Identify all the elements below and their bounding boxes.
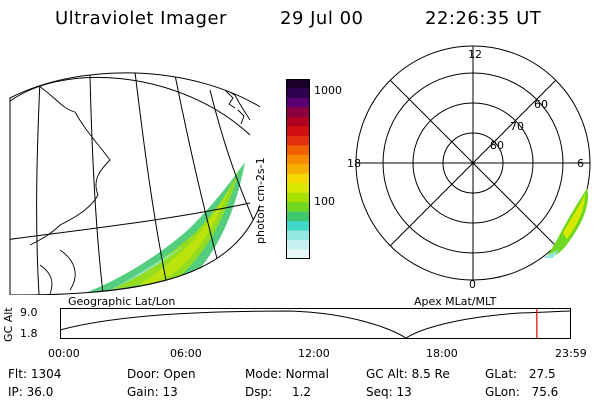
time-label: 22:26:35 UT — [425, 8, 542, 29]
colorbar-segment — [286, 154, 310, 165]
colorbar-segment — [286, 211, 310, 222]
timeline-xtick-2: 12:00 — [298, 347, 330, 360]
flight-info: Flt: 1304 — [8, 367, 62, 381]
geographic-map — [9, 72, 260, 295]
polar-mlat-mlt-plot — [355, 45, 591, 281]
colorbar-segment — [286, 164, 310, 175]
colorbar-segment — [286, 183, 310, 194]
mlt-label-0: 0 — [469, 278, 476, 291]
colorbar-segment — [286, 116, 310, 127]
glat-info: GLat: 27.5 — [485, 367, 556, 381]
mlat-label-80: 80 — [490, 139, 504, 152]
timeline-xtick-4: 23:59 — [555, 347, 587, 360]
orbit-altitude-timeline — [60, 308, 571, 339]
instrument-title: Ultraviolet Imager — [55, 8, 227, 29]
mode-info: Mode: Normal — [245, 367, 329, 381]
coastline — [29, 79, 111, 246]
colorbar-segment — [286, 145, 310, 156]
mlt-label-12: 12 — [468, 48, 482, 61]
colorbar-unit-label: photon cm-2s-1 — [254, 157, 267, 244]
colorbar-segment — [286, 173, 310, 184]
door-info: Door: Open — [127, 367, 196, 381]
colorbar-segment — [286, 221, 310, 232]
date-label: 29 Jul 00 — [280, 8, 364, 29]
colorbar-segment — [286, 79, 310, 89]
apex-panel-label: Apex MLat/MLT — [414, 295, 497, 308]
colorbar-segment — [286, 202, 310, 213]
timeline-ytick-top: 9.0 — [20, 306, 38, 319]
colorbar-segment — [286, 192, 310, 203]
colorbar-segment — [286, 126, 310, 137]
timeline-xtick-1: 06:00 — [170, 347, 202, 360]
aurora-emission — [80, 162, 245, 295]
mlat-label-60: 60 — [534, 98, 548, 111]
colorbar-tick-1000: 1000 — [314, 84, 342, 97]
dsp-info: Dsp: 1.2 — [245, 385, 312, 399]
colorbar-segment — [286, 240, 310, 251]
timeline-xtick-0: 00:00 — [48, 347, 80, 360]
colorbar-tick-100: 100 — [314, 195, 335, 208]
mlat-label-70: 70 — [510, 120, 524, 133]
color-scale-bar — [286, 79, 310, 259]
mlt-label-18: 18 — [347, 157, 361, 170]
gc-alt-info: GC Alt: 8.5 Re — [366, 367, 450, 381]
timeline-ytick-bottom: 1.8 — [20, 327, 38, 340]
colorbar-segment — [286, 88, 310, 99]
geographic-panel-label: Geographic Lat/Lon — [68, 295, 176, 308]
mlt-label-6: 6 — [577, 157, 584, 170]
timeline-xtick-3: 18:00 — [426, 347, 458, 360]
aurora-patch — [548, 188, 589, 256]
seq-info: Seq: 13 — [366, 385, 412, 399]
colorbar-segment — [286, 135, 310, 146]
gain-info: Gain: 13 — [127, 385, 178, 399]
colorbar-segment — [286, 230, 310, 241]
colorbar-segment — [286, 97, 310, 108]
glon-info: GLon: 75.6 — [485, 385, 559, 399]
timeline-ylabel: GC Alt — [2, 307, 15, 342]
colorbar-segment — [286, 107, 310, 118]
colorbar-segment — [286, 249, 310, 259]
ip-info: IP: 36.0 — [8, 385, 54, 399]
